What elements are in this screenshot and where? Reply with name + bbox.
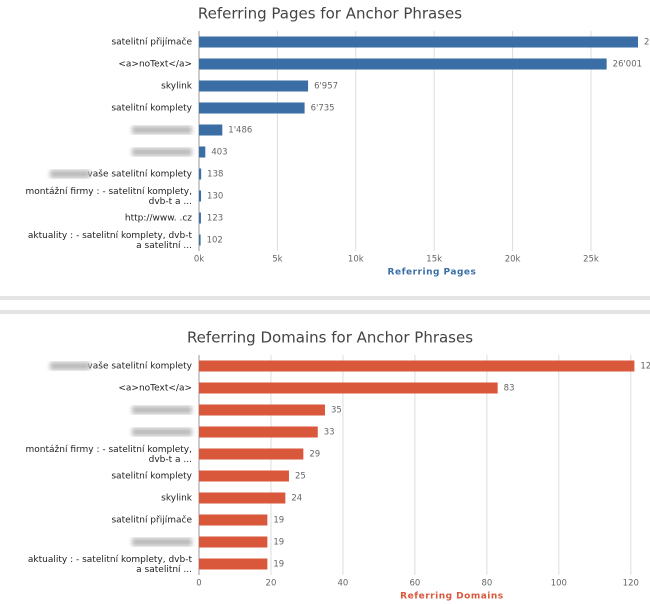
y-tick-label: aktuality : - satelitní komplety, dvb-t a… — [28, 555, 193, 575]
y-tick-label: http://www. .cz — [125, 214, 192, 224]
x-tick-label: 60 — [409, 579, 420, 589]
bar — [199, 514, 268, 526]
x-tick-label: 0 — [196, 579, 201, 589]
bar — [199, 536, 268, 548]
bar — [199, 58, 607, 70]
value-label: 19 — [273, 560, 284, 570]
x-tick-label: 20k — [505, 255, 521, 265]
value-label: 6'735 — [311, 104, 335, 114]
y-tick-label: <a>noText</a> — [118, 60, 192, 70]
bar — [199, 146, 206, 158]
separator — [0, 296, 650, 300]
blurred-label — [132, 126, 192, 134]
bar — [199, 80, 309, 92]
bar — [199, 190, 202, 202]
y-tick-label: satelitní komplety — [111, 104, 192, 114]
value-label: 102 — [207, 236, 223, 246]
value-label: 2 — [644, 38, 649, 48]
value-label: 19 — [273, 516, 284, 526]
value-label: 29 — [309, 450, 320, 460]
blurred-label — [132, 428, 192, 436]
y-tick-label: satelitní komplety — [111, 472, 192, 482]
value-label: 1'486 — [228, 126, 252, 136]
blurred-label — [132, 148, 192, 156]
value-label: 19 — [273, 538, 284, 548]
bar — [199, 470, 289, 482]
x-tick-label: 25k — [583, 255, 599, 265]
separator — [0, 310, 650, 314]
y-tick-label: montážní firmy : - satelitní komplety, dv… — [26, 187, 192, 207]
x-tick-label: 120 — [623, 579, 639, 589]
value-label: 25 — [295, 472, 306, 482]
bar — [199, 382, 498, 394]
bar — [199, 492, 286, 504]
blurred-label — [50, 362, 90, 370]
value-label: 403 — [211, 148, 227, 158]
bar — [199, 404, 325, 416]
y-tick-label: montážní firmy : - satelitní komplety, dv… — [26, 445, 192, 465]
x-tick-label: 20 — [266, 579, 277, 589]
blurred-label — [132, 406, 192, 414]
blurred-label — [132, 538, 192, 546]
y-tick-label: - vaše satelitní komplety — [81, 169, 192, 180]
x-axis-title: Referring Pages — [388, 268, 477, 278]
value-label: 121 — [640, 362, 650, 372]
value-label: 123 — [207, 214, 223, 224]
bar — [199, 360, 635, 372]
bar — [199, 124, 223, 136]
bar — [199, 168, 202, 180]
value-label: 130 — [207, 192, 223, 202]
x-tick-label: 5k — [272, 255, 282, 265]
bar — [199, 212, 201, 224]
value-label: 138 — [207, 170, 223, 180]
x-tick-label: 15k — [426, 255, 442, 265]
value-label: 83 — [504, 384, 515, 394]
value-label: 24 — [291, 494, 302, 504]
chart-title: Referring Domains for Anchor Phrases — [187, 329, 473, 347]
x-tick-label: 0k — [194, 255, 204, 265]
x-tick-label: 80 — [481, 579, 492, 589]
value-label: 26'001 — [613, 60, 642, 70]
bar — [199, 234, 201, 246]
bar — [199, 102, 305, 114]
bar — [199, 558, 268, 570]
y-tick-label: <a>noText</a> — [118, 384, 192, 394]
blurred-label — [50, 170, 90, 178]
y-tick-label: aktuality : - satelitní komplety, dvb-t a… — [28, 231, 193, 251]
bar — [199, 426, 318, 438]
value-label: 33 — [324, 428, 335, 438]
y-tick-label: skylink — [161, 82, 193, 92]
value-label: 35 — [331, 406, 342, 416]
value-label: 6'957 — [314, 82, 338, 92]
y-tick-label: satelitní přijímače — [111, 37, 192, 48]
y-tick-label: skylink — [161, 494, 193, 504]
x-tick-label: 40 — [338, 579, 349, 589]
x-tick-label: 100 — [551, 579, 567, 589]
chart-title: Referring Pages for Anchor Phrases — [198, 5, 462, 23]
bar — [199, 448, 304, 460]
x-tick-label: 10k — [348, 255, 364, 265]
y-tick-label: satelitní přijímače — [111, 515, 192, 526]
x-axis-title: Referring Domains — [400, 592, 503, 602]
bar — [199, 36, 638, 48]
y-tick-label: - vaše satelitní komplety — [81, 361, 192, 372]
